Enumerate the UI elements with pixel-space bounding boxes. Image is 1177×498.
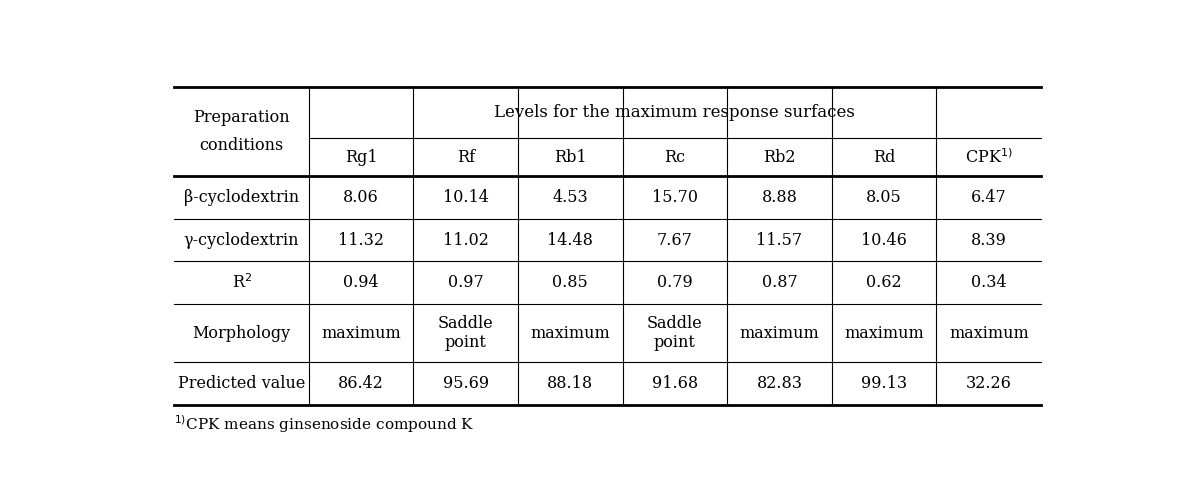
Text: 86.42: 86.42 <box>338 375 384 392</box>
Text: 11.57: 11.57 <box>757 232 803 249</box>
Text: 11.32: 11.32 <box>338 232 384 249</box>
Text: 91.68: 91.68 <box>652 375 698 392</box>
Text: Rb2: Rb2 <box>764 149 796 166</box>
Text: maximum: maximum <box>739 325 819 342</box>
Text: Morphology: Morphology <box>193 325 291 342</box>
Text: Preparation
conditions: Preparation conditions <box>193 109 290 153</box>
Text: 8.05: 8.05 <box>866 189 902 206</box>
Text: CPK$^{1)}$: CPK$^{1)}$ <box>965 148 1012 166</box>
Text: maximum: maximum <box>321 325 401 342</box>
Text: 82.83: 82.83 <box>757 375 803 392</box>
Text: Rd: Rd <box>873 149 896 166</box>
Text: Rg1: Rg1 <box>345 149 378 166</box>
Text: 0.85: 0.85 <box>552 274 588 291</box>
Text: 8.88: 8.88 <box>762 189 798 206</box>
Text: 11.02: 11.02 <box>443 232 488 249</box>
Text: 10.46: 10.46 <box>862 232 907 249</box>
Text: $^{1)}$CPK means ginsenoside compound K: $^{1)}$CPK means ginsenoside compound K <box>174 413 476 435</box>
Text: Saddle
point: Saddle point <box>647 315 703 352</box>
Text: maximum: maximum <box>949 325 1029 342</box>
Text: 7.67: 7.67 <box>657 232 693 249</box>
Text: 95.69: 95.69 <box>443 375 488 392</box>
Text: Rb1: Rb1 <box>554 149 586 166</box>
Text: 0.62: 0.62 <box>866 274 902 291</box>
Text: 4.53: 4.53 <box>552 189 588 206</box>
Text: 0.34: 0.34 <box>971 274 1006 291</box>
Text: 14.48: 14.48 <box>547 232 593 249</box>
Text: R$^{2}$: R$^{2}$ <box>232 273 252 292</box>
Text: Rc: Rc <box>664 149 685 166</box>
Text: Rf: Rf <box>457 149 474 166</box>
Text: 88.18: 88.18 <box>547 375 593 392</box>
Text: 99.13: 99.13 <box>862 375 907 392</box>
Text: 8.06: 8.06 <box>344 189 379 206</box>
Text: 6.47: 6.47 <box>971 189 1006 206</box>
Text: Predicted value: Predicted value <box>178 375 305 392</box>
Text: 32.26: 32.26 <box>966 375 1012 392</box>
Text: Levels for the maximum response surfaces: Levels for the maximum response surfaces <box>494 104 856 121</box>
Text: γ-cyclodextrin: γ-cyclodextrin <box>184 232 299 249</box>
Text: 8.39: 8.39 <box>971 232 1006 249</box>
Text: Saddle
point: Saddle point <box>438 315 493 352</box>
Text: maximum: maximum <box>531 325 610 342</box>
Text: 0.87: 0.87 <box>762 274 797 291</box>
Text: 0.97: 0.97 <box>447 274 484 291</box>
Text: maximum: maximum <box>844 325 924 342</box>
Text: 0.94: 0.94 <box>344 274 379 291</box>
Text: 10.14: 10.14 <box>443 189 488 206</box>
Text: 15.70: 15.70 <box>652 189 698 206</box>
Text: β-cyclodextrin: β-cyclodextrin <box>184 189 299 206</box>
Text: 0.79: 0.79 <box>657 274 693 291</box>
